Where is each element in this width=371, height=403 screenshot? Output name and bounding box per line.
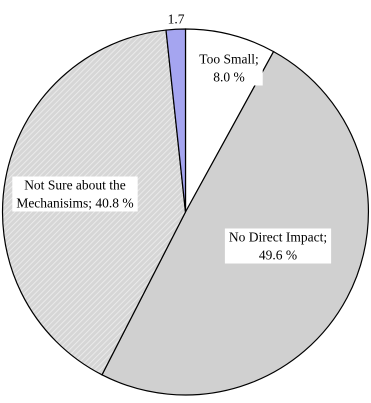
pie-slice-label-0: Too Small; 8.0 % <box>195 50 263 86</box>
pie-slice-label-text: Mechanisims; 40.8 % <box>16 196 133 211</box>
pie-slice-label-text: 8.0 % <box>213 70 245 85</box>
pie-slice-label-text: 49.6 % <box>259 248 297 263</box>
pie-slice-label-text: No Direct Impact; <box>229 230 327 245</box>
pie-slice-label-box <box>195 50 263 86</box>
pie-slice-label-2: Not Sure about the Mechanisims; 40.8 % <box>12 176 138 212</box>
pie-slice-label-3: 1.7 <box>168 12 185 27</box>
pie-slice-label-text: Not Sure about the <box>24 178 126 193</box>
pie-slice-1 <box>101 50 369 396</box>
pie-slice-label-box <box>224 228 332 264</box>
pie-slices <box>1 28 369 396</box>
pie-slice-label-text: Too Small; <box>199 52 258 67</box>
pie-slice-3 <box>165 28 187 213</box>
pie-slice-label-1: No Direct Impact; 49.6 % <box>224 228 332 264</box>
pie-slice-label-box <box>12 176 138 212</box>
pie-labels: Too Small;8.0 %No Direct Impact;49.6 %No… <box>12 12 332 264</box>
pie-slice-label-text: 1.7 <box>168 12 185 27</box>
